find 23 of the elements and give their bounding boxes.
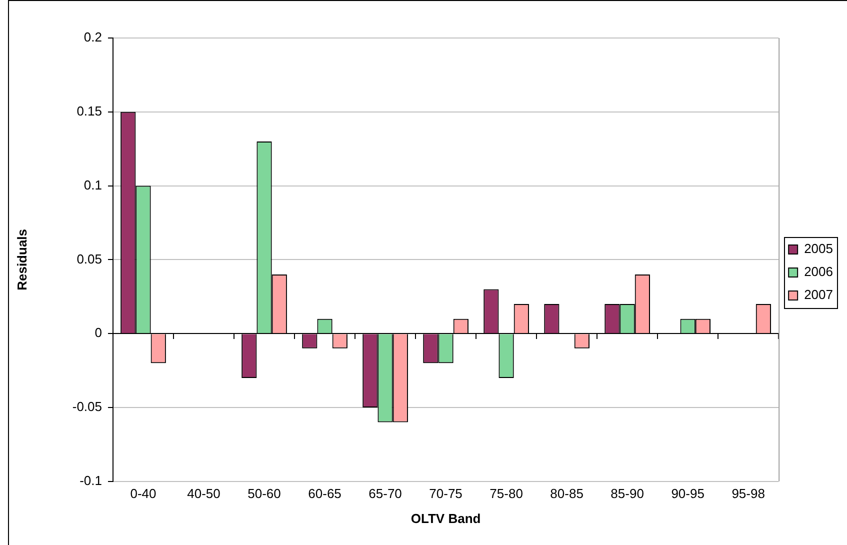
y-tick-label: 0.05 xyxy=(76,251,102,266)
y-tick-label: 0 xyxy=(94,325,102,340)
legend-label: 2007 xyxy=(804,287,833,302)
y-tick-label: 0.15 xyxy=(76,103,102,118)
x-axis-title: OLTV Band xyxy=(410,510,481,526)
y-tick-label: -0.05 xyxy=(72,399,102,414)
x-tick-label: 50-60 xyxy=(248,486,281,501)
x-tick-label: 95-98 xyxy=(732,486,765,501)
y-axis-title: Residuals xyxy=(14,228,30,290)
x-tick-label: 70-75 xyxy=(429,486,462,501)
x-tick-label: 80-85 xyxy=(550,486,584,501)
x-tick-label: 0-40 xyxy=(130,486,156,501)
x-tick-label: 65-70 xyxy=(368,486,402,501)
y-tick-label: 0.1 xyxy=(84,177,102,192)
x-tick-label: 60-65 xyxy=(308,486,342,501)
legend-label: 2005 xyxy=(804,241,833,256)
x-tick-label: 85-90 xyxy=(610,486,644,501)
x-tick-label: 75-80 xyxy=(490,486,523,501)
y-tick-label: -0.1 xyxy=(80,472,102,488)
x-tick-label: 40-50 xyxy=(187,486,220,501)
y-tick-label: 0.2 xyxy=(84,30,102,45)
legend-label: 2006 xyxy=(804,264,833,280)
x-tick-label: 90-95 xyxy=(671,486,704,501)
